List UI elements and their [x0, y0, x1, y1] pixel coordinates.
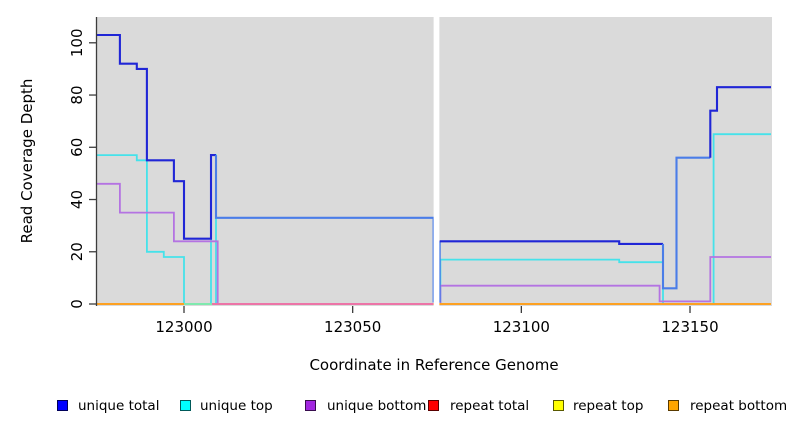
missing-data-gap: [433, 17, 440, 306]
series-line-unique-total: [661, 156, 711, 290]
y-tick-label: 40: [68, 190, 86, 209]
x-tick-label: 123000: [155, 318, 212, 336]
y-tick-label: 100: [68, 28, 86, 57]
legend-label: unique bottom: [327, 398, 427, 414]
legend: unique total unique top unique bottom repea…: [0, 398, 792, 420]
x-tick-label: 123050: [324, 318, 381, 336]
x-tick-label: 123100: [493, 318, 550, 336]
series-line-unique-total: [96, 33, 216, 240]
legend-label: unique total: [78, 398, 160, 414]
legend-swatch-unique-top: [180, 400, 191, 411]
y-tick-label: 0: [68, 299, 86, 309]
x-axis-title: Coordinate in Reference Genome: [309, 356, 559, 374]
legend-label: repeat total: [450, 398, 530, 414]
legend-swatch-repeat-total: [428, 400, 439, 411]
y-tick-label: 60: [68, 138, 86, 157]
y-axis-title: Read Coverage Depth: [18, 78, 36, 244]
legend-swatch-repeat-bottom: [668, 400, 679, 411]
x-tick-label: 123150: [661, 318, 718, 336]
legend-swatch-repeat-top: [553, 400, 564, 411]
legend-label: unique top: [200, 398, 273, 414]
y-tick-label: 20: [68, 242, 86, 261]
legend-swatch-unique-total: [57, 400, 68, 411]
legend-label: repeat bottom: [690, 398, 788, 414]
legend-label: repeat top: [573, 398, 644, 414]
series-line-unique-total: [214, 155, 441, 303]
series-line-unique-total: [709, 86, 771, 158]
legend-swatch-unique-bottom: [305, 400, 316, 411]
series-line-unique-total: [439, 240, 663, 245]
y-tick-label: 80: [68, 85, 86, 104]
